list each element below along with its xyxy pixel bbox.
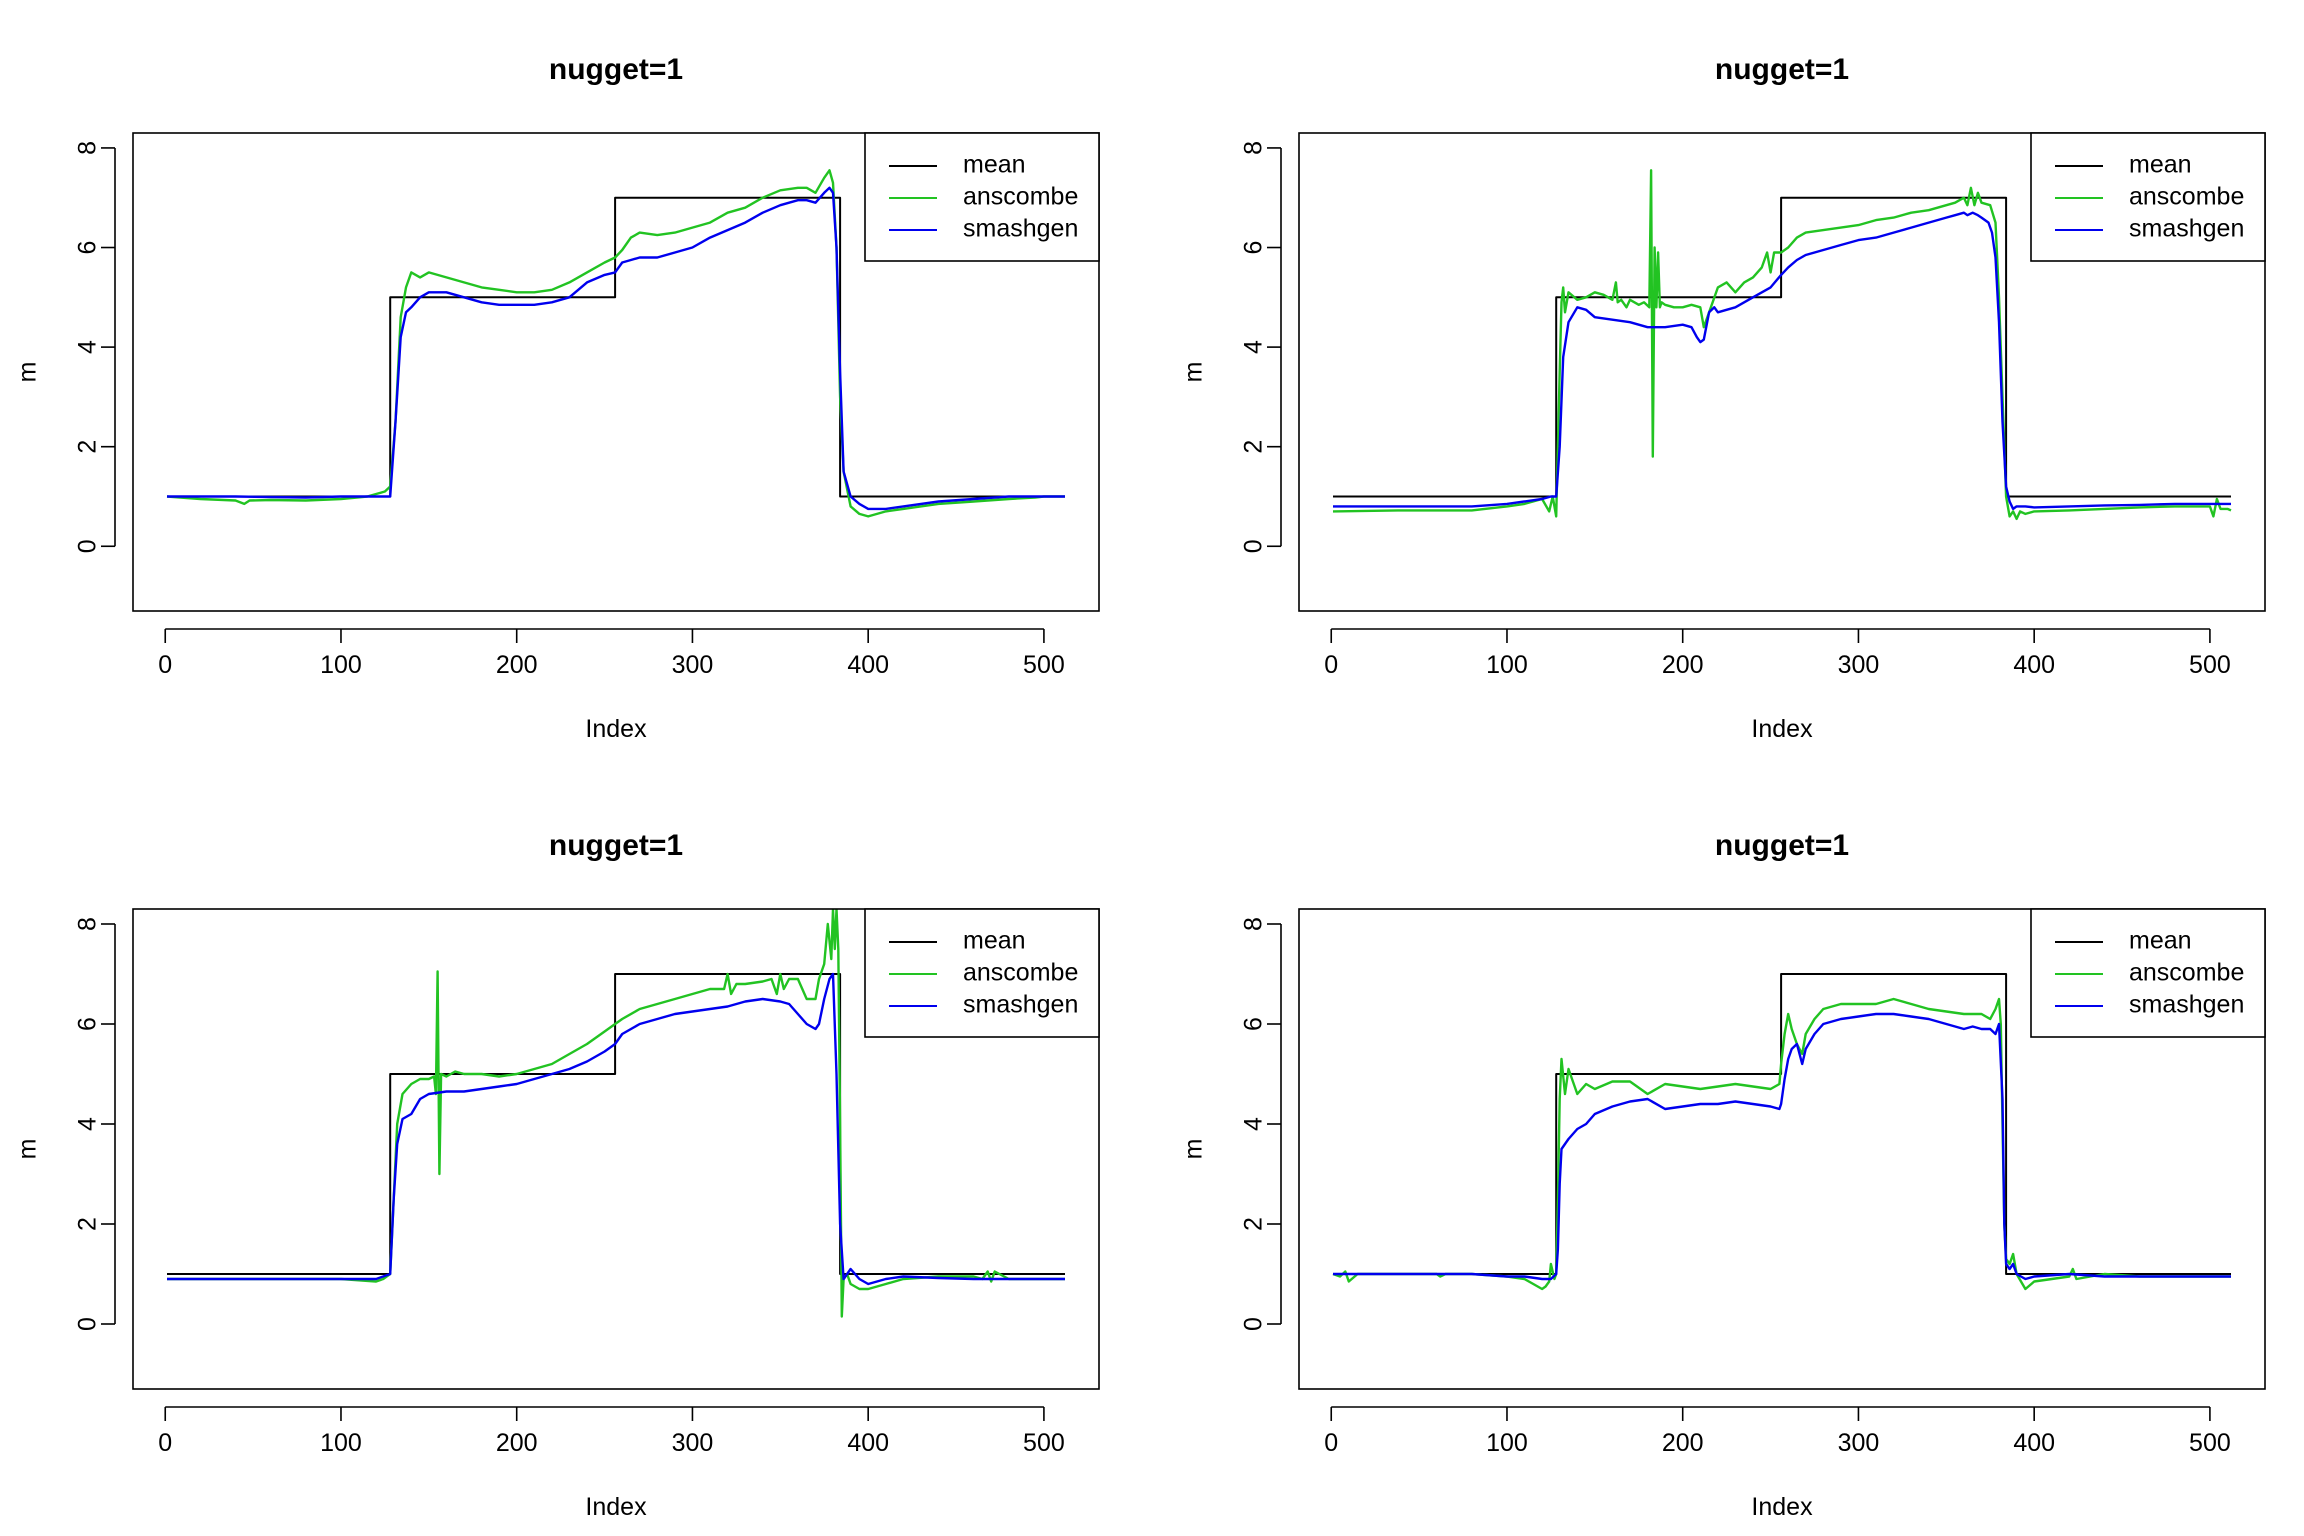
x-tick-label: 100 [1486, 651, 1528, 679]
x-tick-label: 400 [2013, 651, 2055, 679]
x-tick-label: 500 [2189, 651, 2231, 679]
y-tick-label: 8 [74, 917, 102, 931]
y-tick-label: 4 [74, 340, 102, 354]
chart-title: nugget=1 [549, 829, 683, 862]
x-tick-label: 100 [320, 651, 362, 679]
x-tick-label: 200 [1662, 651, 1704, 679]
x-axis-label: Index [1751, 715, 1813, 743]
chart-title: nugget=1 [1715, 829, 1849, 862]
y-tick-label: 2 [74, 440, 102, 454]
x-tick-label: 200 [1662, 1429, 1704, 1457]
chart-panel-2: nugget=1 0 100 200 300 400 500 Index 0 2 4 6 8 m mean a… [1180, 53, 2266, 743]
series-line-smashgen [1333, 1012, 2231, 1281]
chart-panel-1: nugget=1 0 100 200 300 400 500 Index 0 2 4 6 8 m mean a… [14, 53, 1100, 743]
series-line-smashgen [167, 972, 1065, 1286]
series-group [167, 909, 1065, 1318]
x-tick-label: 300 [672, 651, 714, 679]
plot-frame [132, 908, 1100, 1390]
x-tick-label: 300 [672, 1429, 714, 1457]
y-tick-label: 6 [74, 1017, 102, 1031]
chart-panel-4: nugget=1 0 100 200 300 400 500 Index 0 2 4 6 8 m mean a… [1180, 829, 2266, 1521]
x-axis-label: Index [585, 715, 647, 743]
y-axis-label: m [1180, 1139, 1208, 1160]
x-tick-label: 400 [2013, 1429, 2055, 1457]
x-tick-label: 100 [1486, 1429, 1528, 1457]
chart-title: nugget=1 [1715, 53, 1849, 86]
series-line-anscombe [167, 909, 1065, 1318]
y-tick-label: 8 [1240, 917, 1268, 931]
legend: mean anscombe smashgen [864, 132, 1100, 262]
plot-frame [1298, 132, 2266, 612]
y-tick-label: 2 [74, 1217, 102, 1231]
legend-label-mean: mean [2129, 927, 2192, 955]
y-tick-label: 2 [1240, 440, 1268, 454]
y-tick-label: 8 [74, 141, 102, 155]
x-tick-label: 0 [158, 651, 172, 679]
x-tick-label: 500 [2189, 1429, 2231, 1457]
y-tick-label: 6 [1240, 1017, 1268, 1031]
legend-label-smashgen: smashgen [2129, 991, 2244, 1019]
legend-label-mean: mean [963, 927, 1026, 955]
series-line-smashgen [167, 186, 1065, 511]
chart-title: nugget=1 [549, 53, 683, 86]
series-group [1332, 169, 2232, 521]
y-tick-label: 4 [74, 1117, 102, 1131]
legend-label-anscombe: anscombe [963, 959, 1078, 987]
legend-label-mean: mean [963, 151, 1026, 179]
y-axis-label: m [1180, 362, 1208, 383]
x-axis-label: Index [1751, 1493, 1813, 1521]
y-tick-label: 0 [1240, 1317, 1268, 1331]
legend: mean anscombe smashgen [2030, 908, 2266, 1038]
x-tick-label: 300 [1838, 651, 1880, 679]
plot-frame [132, 132, 1100, 612]
chart-panel-3: nugget=1 0 100 200 300 400 500 Index 0 2 4 6 8 m mean a… [14, 829, 1100, 1521]
y-tick-label: 6 [1240, 241, 1268, 255]
series-line-anscombe [1332, 169, 2232, 521]
legend-label-mean: mean [2129, 151, 2192, 179]
x-axis-label: Index [585, 1493, 647, 1521]
series-group [1332, 973, 2231, 1291]
legend: mean anscombe smashgen [864, 908, 1100, 1038]
legend-label-smashgen: smashgen [963, 215, 1078, 243]
x-tick-label: 400 [847, 651, 889, 679]
x-tick-label: 0 [1324, 651, 1338, 679]
series-group [166, 169, 1065, 518]
y-tick-label: 2 [1240, 1217, 1268, 1231]
y-tick-label: 0 [74, 539, 102, 553]
y-axis-label: m [14, 362, 42, 383]
x-tick-label: 0 [1324, 1429, 1338, 1457]
x-tick-label: 100 [320, 1429, 362, 1457]
legend-label-anscombe: anscombe [963, 183, 1078, 211]
legend-label-anscombe: anscombe [2129, 959, 2244, 987]
y-tick-label: 0 [1240, 539, 1268, 553]
y-tick-label: 6 [74, 241, 102, 255]
y-tick-label: 4 [1240, 1117, 1268, 1131]
plot-frame [1298, 908, 2266, 1390]
x-tick-label: 200 [496, 1429, 538, 1457]
y-tick-label: 4 [1240, 340, 1268, 354]
x-tick-label: 200 [496, 651, 538, 679]
y-tick-label: 8 [1240, 141, 1268, 155]
x-tick-label: 500 [1023, 1429, 1065, 1457]
series-line-mean [167, 196, 1065, 498]
y-tick-label: 0 [74, 1317, 102, 1331]
x-tick-label: 400 [847, 1429, 889, 1457]
series-line-anscombe [1332, 997, 2231, 1291]
x-tick-label: 0 [158, 1429, 172, 1457]
series-line-anscombe [166, 169, 1065, 518]
legend: mean anscombe smashgen [2030, 132, 2266, 262]
x-tick-label: 500 [1023, 651, 1065, 679]
x-tick-label: 300 [1838, 1429, 1880, 1457]
series-line-smashgen [1333, 211, 2231, 511]
legend-label-anscombe: anscombe [2129, 183, 2244, 211]
series-line-mean [1333, 196, 2231, 498]
legend-label-smashgen: smashgen [2129, 215, 2244, 243]
y-axis-label: m [14, 1139, 42, 1160]
legend-label-smashgen: smashgen [963, 991, 1078, 1019]
